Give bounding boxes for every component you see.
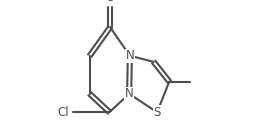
Text: N: N: [125, 49, 134, 62]
Text: Cl: Cl: [58, 106, 69, 119]
Text: N: N: [125, 87, 134, 100]
Text: O: O: [106, 0, 115, 4]
Text: S: S: [153, 106, 161, 119]
